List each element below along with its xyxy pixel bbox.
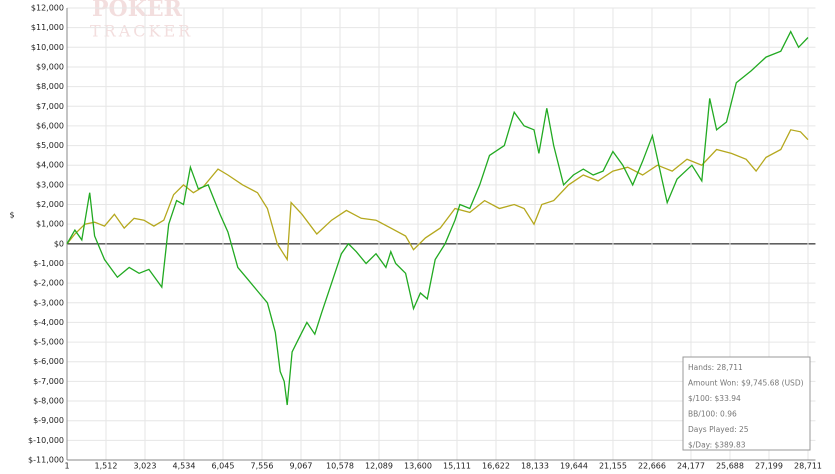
stats-text: Days Played: 25: [688, 425, 749, 434]
x-tick-label: 6,045: [212, 462, 235, 471]
y-tick-label: $11,000: [31, 23, 64, 32]
y-tick-label: $0: [54, 239, 64, 248]
y-tick-label: $4,000: [36, 161, 64, 170]
watermark: POKER: [92, 0, 183, 22]
y-tick-label: $1,000: [36, 220, 64, 229]
x-tick-label: 9,067: [290, 462, 313, 471]
y-tick-label: $-4,000: [33, 318, 64, 327]
watermark: TRACKER: [90, 22, 193, 41]
y-tick-label: $-5,000: [33, 338, 64, 347]
y-tick-label: $-9,000: [33, 416, 64, 425]
x-tick-label: 28,711: [794, 462, 822, 471]
stats-text: BB/100: 0.96: [688, 410, 737, 419]
x-tick-label: 18,133: [521, 462, 549, 471]
x-tick-label: 21,155: [599, 462, 627, 471]
y-tick-label: $2,000: [36, 200, 64, 209]
stats-box: [682, 356, 811, 451]
y-tick-label: $3,000: [36, 180, 64, 189]
y-tick-label: $-6,000: [33, 357, 64, 366]
x-tick-label: 10,578: [326, 462, 354, 471]
y-tick-label: $5,000: [36, 141, 64, 150]
series-line: [66, 30, 809, 406]
stats-text: $/Day: $389.83: [688, 441, 746, 450]
x-tick-label: 1: [64, 462, 69, 471]
x-tick-label: 19,644: [560, 462, 588, 471]
x-tick-label: 7,556: [251, 462, 274, 471]
y-tick-label: $-1,000: [33, 259, 64, 268]
y-tick-label: $10,000: [31, 43, 64, 52]
y-tick-label: $-7,000: [33, 377, 64, 386]
y-tick-label: $12,000: [31, 4, 64, 13]
stats-text: Hands: 28,711: [688, 363, 743, 372]
x-tick-label: 12,089: [365, 462, 393, 471]
stats-text: Amount Won: $9,745.68 (USD): [688, 379, 804, 388]
x-tick-label: 25,688: [716, 462, 744, 471]
y-tick-label: $-8,000: [33, 397, 64, 406]
y-tick-label: $6,000: [36, 121, 64, 130]
x-tick-label: 24,177: [677, 462, 705, 471]
y-tick-label: $-11,000: [28, 456, 64, 465]
x-tick-label: 1,512: [95, 462, 118, 471]
x-tick-label: 13,600: [404, 462, 432, 471]
x-tick-label: 22,666: [638, 462, 666, 471]
y-tick-label: $7,000: [36, 102, 64, 111]
y-axis-label: $: [9, 211, 14, 220]
y-tick-label: $-10,000: [28, 436, 64, 445]
y-tick-label: $-3,000: [33, 298, 64, 307]
x-tick-label: 27,199: [755, 462, 783, 471]
y-tick-label: $9,000: [36, 62, 64, 71]
y-tick-label: $8,000: [36, 82, 64, 91]
stats-text: $/100: $33.94: [688, 394, 741, 403]
y-tick-label: $-2,000: [33, 279, 64, 288]
x-tick-label: 3,023: [134, 462, 157, 471]
series-line: [66, 129, 809, 262]
x-tick-label: 15,111: [443, 462, 471, 471]
x-tick-label: 4,534: [173, 462, 196, 471]
x-tick-label: 16,622: [482, 462, 510, 471]
